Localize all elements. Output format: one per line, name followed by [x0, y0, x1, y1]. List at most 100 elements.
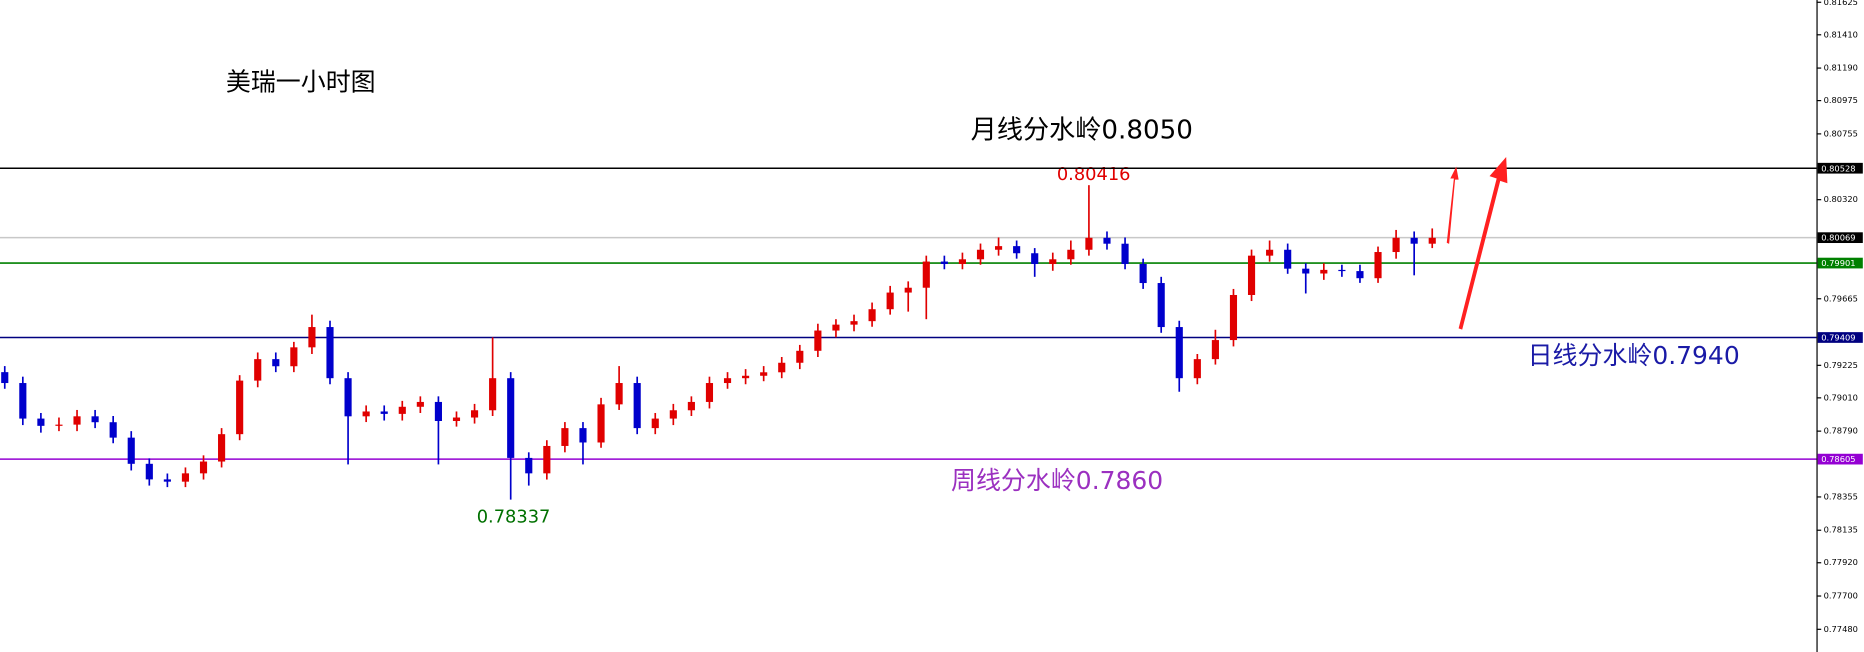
candle-body [181, 473, 190, 482]
candle-body [55, 424, 63, 426]
y-tick-label: 0.78135 [1824, 525, 1858, 535]
y-tick-label: 0.79665 [1824, 293, 1858, 303]
candle-body [163, 479, 171, 482]
candle-body [1338, 269, 1346, 272]
candle-body [1031, 253, 1039, 264]
candle-body [1410, 237, 1418, 244]
candle-body [236, 380, 244, 435]
candle-body [543, 445, 551, 474]
level-label: 0.79901 [1821, 258, 1855, 268]
candle-body [416, 401, 424, 407]
candle-body [470, 410, 479, 418]
candle-body [326, 327, 334, 379]
candle-body [1175, 327, 1183, 379]
candle-body [452, 417, 461, 422]
y-tick-label: 0.81410 [1824, 29, 1858, 39]
level-label: 0.78605 [1821, 454, 1855, 464]
y-tick-label: 0.79010 [1824, 392, 1858, 402]
candle-body [73, 416, 81, 425]
y-tick-label: 0.80755 [1824, 128, 1858, 138]
candle-body [832, 324, 840, 331]
arrow [1458, 157, 1508, 330]
candle-body [995, 246, 1003, 250]
candle-body [19, 383, 27, 419]
y-tick-label: 0.81190 [1824, 63, 1858, 73]
candle-body [1320, 269, 1328, 274]
annotation: 日线分水岭0.7940 [1528, 341, 1740, 370]
level-label: 0.80069 [1821, 233, 1855, 243]
candle-body [489, 378, 497, 411]
candle-body [579, 428, 587, 443]
candle-body [1229, 294, 1238, 341]
annotation: 月线分水岭0.8050 [971, 115, 1193, 145]
candle-body [561, 428, 569, 446]
candle-body [669, 410, 677, 419]
candle-body [940, 261, 948, 264]
candle-body [633, 383, 641, 429]
candle-body [37, 418, 45, 426]
candle-body [976, 249, 985, 260]
level-label-box [1817, 232, 1863, 244]
candle-body [687, 401, 695, 411]
level-label-box [1817, 332, 1863, 343]
arrows [1446, 157, 1508, 330]
candle-body [1067, 249, 1075, 260]
y-tick-label: 0.80320 [1824, 194, 1858, 204]
candle-body [1302, 268, 1310, 274]
level-label: 0.80528 [1821, 163, 1855, 173]
arrow [1446, 166, 1459, 244]
candle-body [868, 309, 876, 322]
candle-body [886, 292, 894, 310]
candle-body [760, 372, 768, 376]
candle-body [1085, 237, 1093, 250]
y-tick-label: 0.77480 [1824, 624, 1858, 634]
y-tick-label: 0.77700 [1824, 591, 1858, 601]
candle-body [1157, 283, 1165, 328]
level-label-box [1817, 257, 1863, 269]
candle-body [1284, 249, 1292, 269]
candle-body [814, 330, 822, 351]
y-tick-label: 0.79225 [1824, 360, 1858, 370]
y-tick-label: 0.77920 [1824, 557, 1858, 567]
candle-body [904, 287, 912, 293]
level-label-box [1817, 453, 1863, 465]
candle-body [145, 463, 153, 480]
candle-body [434, 401, 442, 422]
candle-body [1374, 252, 1382, 279]
y-tick-label: 0.80975 [1824, 95, 1858, 105]
candle-body [398, 406, 406, 414]
candle-body [958, 259, 966, 264]
candle-body [1, 372, 9, 384]
candle-body [651, 418, 659, 429]
candle-body [850, 321, 858, 325]
candle-body [91, 416, 99, 423]
candle-body [218, 434, 226, 462]
candle-body [723, 378, 732, 384]
candle-body [922, 261, 930, 288]
candle-body [1356, 271, 1364, 279]
candle-body [705, 383, 714, 402]
candle-body [742, 375, 750, 379]
candle-body [344, 378, 352, 417]
candle-body [778, 362, 786, 373]
annotation: 0.78337 [477, 507, 551, 528]
candle-body [796, 350, 804, 363]
candle-body [1139, 263, 1147, 284]
candle-body [290, 347, 298, 367]
candle-body [507, 378, 515, 458]
y-tick-label: 0.81625 [1824, 0, 1858, 7]
candle-body [1193, 359, 1201, 379]
candle-body [1266, 249, 1274, 256]
candle-body [1428, 237, 1436, 244]
y-tick-label: 0.78790 [1824, 426, 1858, 436]
candle-body [308, 327, 316, 348]
candle-body [1211, 340, 1219, 360]
level-label: 0.79409 [1821, 333, 1855, 343]
candle-body [109, 422, 117, 438]
level-label-box [1817, 162, 1863, 174]
candle-body [362, 411, 370, 417]
candle-body [1013, 246, 1021, 254]
